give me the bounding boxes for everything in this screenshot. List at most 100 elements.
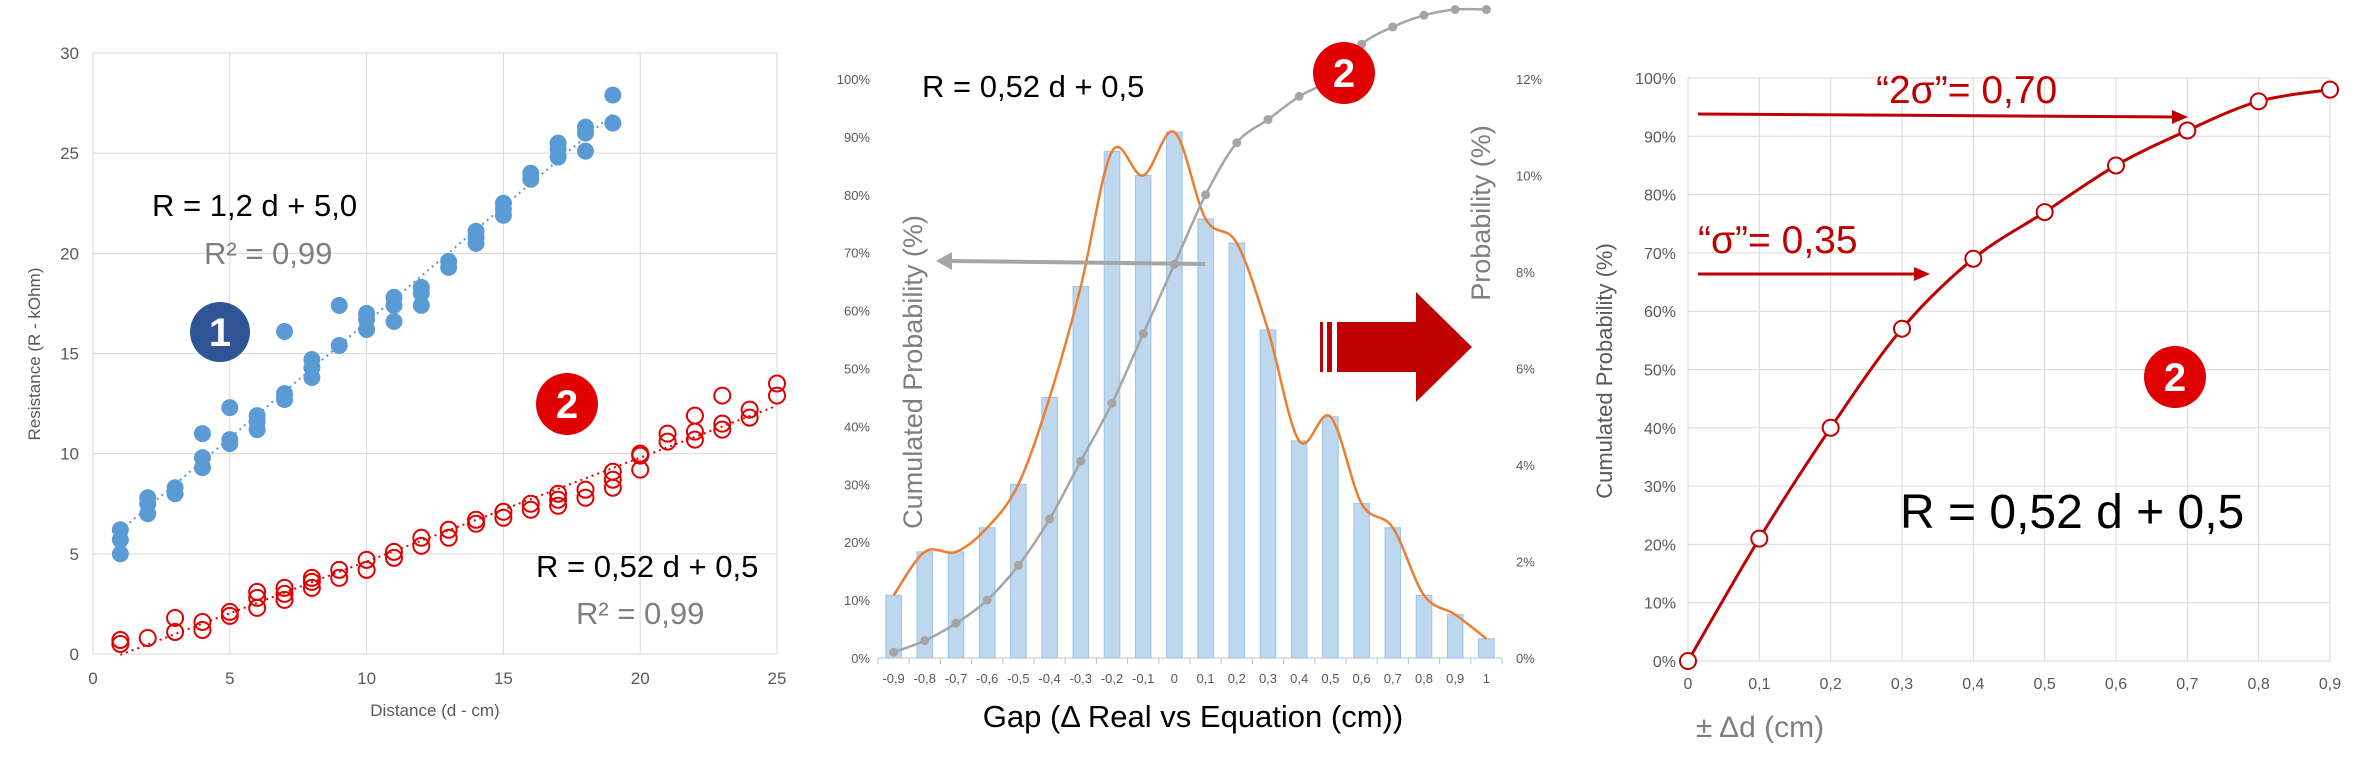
- cumulated-point: [1481, 5, 1491, 15]
- histogram-bar: [1166, 131, 1183, 659]
- cumulative-point: [2107, 156, 2125, 175]
- scatter-point-blue: [330, 336, 348, 354]
- cumulative-y-tick: 10%: [1644, 596, 1676, 613]
- cumulative-point: [2321, 80, 2339, 99]
- scatter-point-red: [439, 528, 458, 547]
- histogram-x-axis-label: Gap (Δ Real vs Equation (cm)): [983, 699, 1403, 734]
- histogram-bar: [1322, 416, 1339, 659]
- two-sigma-label: “2σ”= 0,70: [1876, 69, 2057, 112]
- left-axis-arrow-head: [936, 252, 952, 270]
- cumulated-point: [1107, 398, 1117, 408]
- scatter-point-blue: [385, 312, 403, 330]
- histogram-right-tick: 0%: [1516, 651, 1535, 666]
- badge-1-circle: [190, 302, 250, 362]
- scatter-point-red: [494, 508, 513, 527]
- cumulative-x-tick: 0,2: [1820, 676, 1842, 693]
- scatter-point-blue: [111, 521, 129, 539]
- scatter-point-blue: [276, 322, 294, 340]
- scatter-point-red: [685, 430, 704, 449]
- scatter-equation-blue: R = 1,2 d + 5,0: [152, 188, 357, 223]
- scatter-point-red: [740, 408, 759, 427]
- scatter-point-red: [685, 406, 704, 425]
- histogram-bar: [1228, 242, 1246, 659]
- scatter-point-red: [166, 622, 185, 641]
- scatter-x-tick: 10: [357, 669, 376, 688]
- histogram-bar: [1384, 527, 1402, 659]
- cumulated-point: [920, 636, 930, 646]
- sigma-arrow-head: [1914, 267, 1930, 281]
- scatter-point-red: [521, 500, 540, 519]
- scatter-point-blue: [221, 399, 239, 417]
- histogram-left-tick: 30%: [844, 477, 870, 492]
- histogram-x-tick: -0,8: [914, 671, 936, 686]
- histogram-x-tick: -0,5: [1007, 671, 1029, 686]
- badge-2-scatter-label: 2: [556, 383, 578, 427]
- scatter-point-blue: [412, 278, 430, 296]
- scatter-point-red: [768, 374, 786, 393]
- scatter-point-red: [193, 612, 212, 631]
- histogram-bar: [947, 551, 965, 659]
- scatter-y-tick: 5: [70, 545, 79, 564]
- scatter-point-red: [576, 480, 595, 499]
- scatter-r2-blue: R² = 0,99: [204, 236, 332, 271]
- histogram-left-axis-label: Cumulated Probability (%): [898, 215, 928, 529]
- histogram-left-tick: 90%: [844, 130, 870, 145]
- badge-2-scatter: 2: [536, 373, 598, 435]
- histogram-bar: [978, 527, 996, 659]
- scatter-point-red: [467, 510, 486, 529]
- scatter-y-tick: 30: [60, 44, 79, 63]
- cumulated-point: [1450, 5, 1460, 15]
- scatter-x-tick: 0: [88, 669, 97, 688]
- scatter-point-blue: [358, 304, 376, 322]
- histogram-bar: [1134, 175, 1152, 659]
- cumulative-y-tick: 20%: [1644, 537, 1676, 554]
- cumulative-tick-labels: 0% 10% 20% 30% 40% 50% 60% 70% 80% 90% 100% 0 0,1 0,2…: [1635, 71, 2341, 693]
- histogram-right-tick: 6%: [1516, 362, 1535, 377]
- sigma-label: “σ”= 0,35: [1698, 219, 1858, 262]
- cumulative-points: [1679, 80, 2339, 670]
- scatter-x-tick: 15: [494, 669, 513, 688]
- cumulative-x-tick: 0: [1684, 676, 1693, 693]
- histogram-bar: [1259, 329, 1277, 659]
- scatter-equation-red: R = 0,52 d + 0,5: [536, 549, 758, 584]
- scatter-point-red: [193, 620, 212, 639]
- scatter-point-red: [302, 568, 321, 587]
- cumulative-line: [1686, 88, 2331, 662]
- histogram-right-tick: 2%: [1516, 555, 1535, 570]
- scatter-point-red: [111, 630, 130, 649]
- cumulative-x-tick: 0,4: [1962, 676, 1984, 693]
- scatter-point-red: [275, 578, 294, 597]
- scatter-point-red: [357, 560, 376, 579]
- histogram-x-tick: -0,9: [882, 671, 904, 686]
- scatter-point-blue: [166, 479, 184, 497]
- scatter-tick-labels: 0 5 10 15 20 25 30 0 5 10 15 20 25: [60, 44, 786, 688]
- scatter-point-red: [549, 484, 568, 503]
- histogram-right-axis-label: Probability (%): [1466, 125, 1496, 301]
- histogram-left-tick: 0%: [851, 651, 870, 666]
- histogram-smoothed-line: [892, 130, 1488, 640]
- histogram-x-tick: 0: [1171, 671, 1178, 686]
- histogram-tick-labels: 0% 10% 20% 30% 40% 50% 60% 70% 80% 90% 100% 0% 2% 4% 6…: [837, 72, 1543, 686]
- histogram-x-tick: 0,3: [1259, 671, 1277, 686]
- scatter-point-red: [713, 386, 732, 405]
- cumulated-point: [1232, 138, 1242, 148]
- scatter-point-red: [631, 444, 650, 463]
- histogram-x-tick: -0,2: [1101, 671, 1123, 686]
- histogram-bar: [1446, 614, 1464, 659]
- histogram-right-tick: 10%: [1516, 169, 1542, 184]
- cumulative-point: [1821, 418, 1840, 437]
- histogram-x-tick: 0,5: [1321, 671, 1339, 686]
- cumulated-point: [982, 595, 992, 605]
- scatter-point-red: [330, 560, 349, 579]
- histogram-x-tick: -0,7: [945, 671, 967, 686]
- two-sigma-arrow-line: [1697, 112, 2175, 119]
- histogram-left-tick: 60%: [844, 304, 870, 319]
- scatter-point-red: [467, 514, 486, 533]
- badge-2-histogram-circle: [1313, 42, 1375, 104]
- scatter-point-red: [603, 470, 622, 489]
- cumulated-point: [1419, 10, 1429, 20]
- histogram-right-tick: 8%: [1516, 265, 1535, 280]
- scatter-point-blue: [193, 425, 211, 443]
- scatter-point-blue: [221, 431, 239, 449]
